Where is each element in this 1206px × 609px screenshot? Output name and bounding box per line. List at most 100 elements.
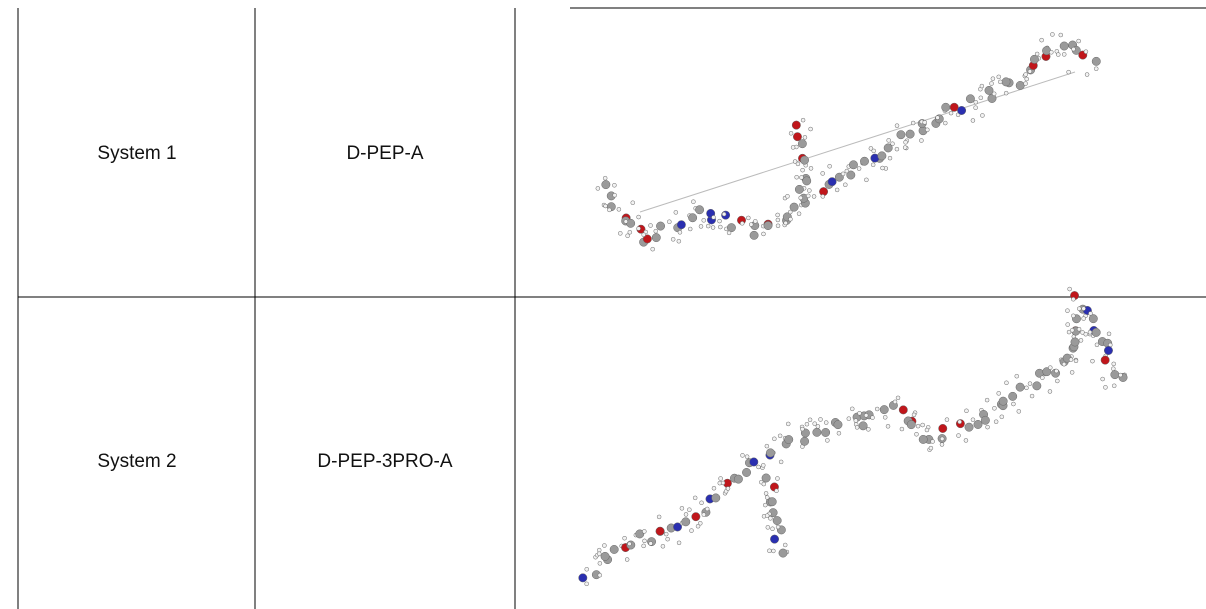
atom xyxy=(834,420,842,428)
atom xyxy=(602,180,610,188)
atom xyxy=(1049,50,1053,54)
atom xyxy=(825,438,829,442)
atom xyxy=(904,140,908,144)
atom xyxy=(797,212,801,216)
atom xyxy=(914,432,918,436)
atom xyxy=(1024,73,1028,77)
atom xyxy=(857,167,861,171)
atom xyxy=(718,225,722,229)
atom xyxy=(979,96,983,100)
atom xyxy=(1025,77,1029,81)
atom xyxy=(803,177,811,185)
atom xyxy=(727,223,735,231)
atom xyxy=(813,422,817,426)
cell-text: System 2 xyxy=(97,451,176,472)
atom xyxy=(896,396,900,400)
atom xyxy=(719,477,723,481)
atom xyxy=(957,106,965,114)
atom xyxy=(727,231,731,235)
atom xyxy=(1071,297,1075,301)
atom xyxy=(579,574,587,582)
atom xyxy=(768,498,776,506)
atom xyxy=(936,116,940,120)
atom xyxy=(712,486,716,490)
atom xyxy=(722,212,726,216)
atom xyxy=(770,535,778,543)
atom xyxy=(1084,332,1088,336)
atom xyxy=(821,428,829,436)
atom xyxy=(883,415,887,419)
atom xyxy=(1004,381,1008,385)
atom xyxy=(806,194,810,198)
atom xyxy=(612,183,616,187)
atom xyxy=(997,75,1001,79)
atom xyxy=(779,549,787,557)
atom xyxy=(677,221,685,229)
atom xyxy=(1048,389,1052,393)
atom xyxy=(1104,346,1112,354)
atom xyxy=(929,446,933,450)
atom xyxy=(966,95,974,103)
atom xyxy=(864,178,868,182)
atom xyxy=(718,219,722,223)
atom xyxy=(949,111,953,115)
atom xyxy=(1017,409,1021,413)
atom xyxy=(1088,330,1092,334)
atom xyxy=(607,208,611,212)
atom xyxy=(1103,385,1107,389)
atom xyxy=(994,420,998,424)
atom xyxy=(893,400,897,404)
atom xyxy=(828,164,832,168)
atom xyxy=(696,524,700,528)
atom xyxy=(776,218,780,222)
atom xyxy=(1016,383,1024,391)
atom xyxy=(627,542,631,546)
atom xyxy=(980,113,984,117)
atom xyxy=(750,231,758,239)
atom xyxy=(907,420,915,428)
atom xyxy=(1101,377,1105,381)
cell-text: System 1 xyxy=(97,143,176,164)
atom xyxy=(776,213,780,217)
atom xyxy=(1094,67,1098,71)
atom xyxy=(1077,307,1081,311)
atom xyxy=(785,194,789,198)
atom xyxy=(1107,332,1111,336)
atom xyxy=(762,482,766,486)
atom xyxy=(795,175,799,179)
atom xyxy=(971,118,975,122)
atom xyxy=(786,422,790,426)
atom xyxy=(980,84,984,88)
atom xyxy=(651,247,655,251)
atom xyxy=(1111,367,1115,371)
atom xyxy=(773,516,781,524)
atom xyxy=(1077,39,1081,43)
atom xyxy=(958,420,962,424)
atom xyxy=(919,139,923,143)
atom xyxy=(1068,287,1072,291)
atom xyxy=(1040,38,1044,42)
atom xyxy=(649,223,653,227)
atom xyxy=(1072,47,1076,51)
atom xyxy=(791,145,795,149)
atom xyxy=(1011,402,1015,406)
atom xyxy=(1089,314,1097,322)
atom xyxy=(880,166,884,170)
atom xyxy=(750,458,758,466)
atom xyxy=(807,189,811,193)
atom xyxy=(1111,370,1119,378)
atom xyxy=(974,100,978,104)
atom xyxy=(837,431,841,435)
atom xyxy=(824,421,828,425)
atom xyxy=(763,503,767,507)
atom xyxy=(657,515,661,519)
atom xyxy=(682,518,690,526)
atom xyxy=(712,494,720,502)
atom xyxy=(1082,317,1086,321)
atom xyxy=(691,200,695,204)
atom xyxy=(1059,33,1063,37)
atom xyxy=(835,188,839,192)
atom xyxy=(845,169,849,173)
atom xyxy=(699,224,703,228)
atom xyxy=(1028,382,1032,386)
